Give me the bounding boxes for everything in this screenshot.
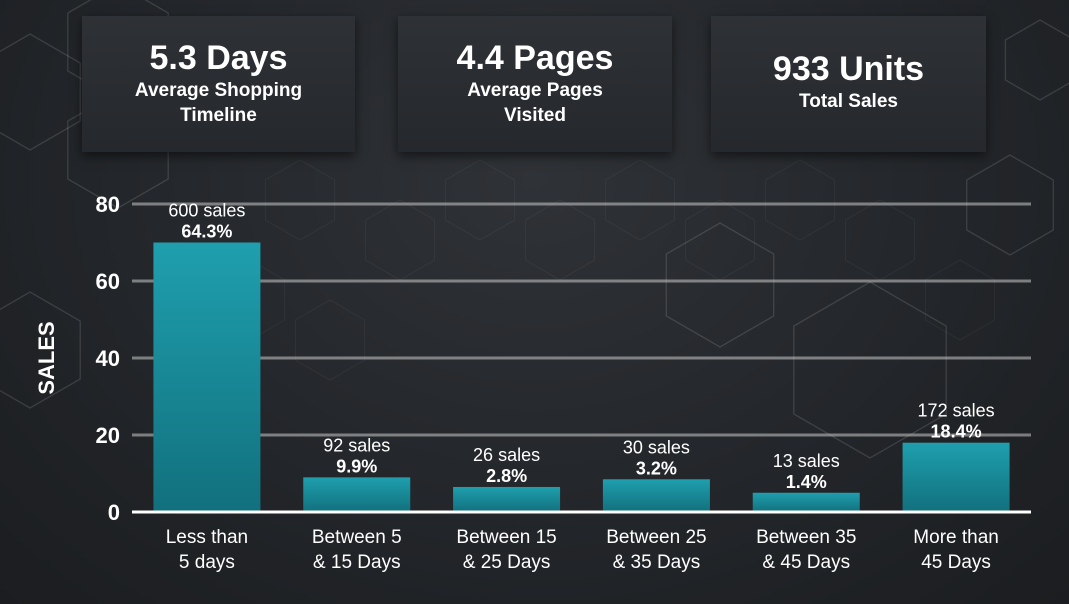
kpi-label: Average Pages Visited	[467, 80, 603, 126]
bar-percent-label: 2.8%	[486, 466, 527, 486]
bar-sales-label: 172 sales	[918, 401, 995, 421]
y-tick-label: 80	[96, 192, 120, 217]
kpi-label: Average Shopping Timeline	[134, 80, 303, 126]
bar-percent-label: 18.4%	[931, 422, 982, 442]
kpi-label: Total Sales	[799, 91, 898, 112]
bar-sales-label: 30 sales	[623, 437, 690, 457]
x-tick-label: & 15 Days	[313, 552, 401, 573]
kpi-value: 5.3 Days	[149, 39, 288, 77]
bar-sales-label: 13 sales	[773, 451, 840, 471]
hexagon-decoration	[604, 159, 676, 241]
x-tick-label: & 25 Days	[463, 552, 551, 573]
hexagon-decoration	[793, 281, 947, 459]
x-tick-label: Less than	[166, 527, 248, 548]
bar	[303, 477, 411, 512]
hexagon-decoration	[0, 291, 81, 409]
x-tick-label: 45 Days	[921, 552, 991, 573]
kpi-card-total-sales: 933 Units Total Sales	[711, 16, 986, 152]
y-axis-title: SALES	[34, 321, 59, 394]
y-tick-label: 60	[96, 269, 120, 294]
y-tick-label: 20	[96, 423, 120, 448]
bar	[602, 479, 710, 512]
bar-sales-label: 26 sales	[473, 445, 540, 465]
bar-percent-label: 64.3%	[181, 222, 232, 242]
x-tick-label: More than	[913, 527, 999, 548]
bar	[752, 492, 860, 512]
bar-percent-label: 9.9%	[336, 456, 377, 476]
x-tick-label: Between 5	[312, 527, 402, 548]
hexagon-decoration	[665, 222, 775, 348]
kpi-card-pages-visited: 4.4 Pages Average Pages Visited	[398, 16, 672, 152]
x-tick-label: Between 25	[606, 527, 706, 548]
hexagon-decoration	[1004, 19, 1069, 101]
hexagon-decoration	[294, 299, 366, 381]
x-tick-label: 5 days	[179, 552, 235, 573]
kpi-card-shopping-timeline: 5.3 Days Average Shopping Timeline	[82, 16, 355, 152]
x-tick-label: & 45 Days	[762, 552, 850, 573]
hexagon-decoration	[264, 159, 336, 241]
x-tick-label: Between 15	[456, 527, 556, 548]
hexagon-decoration	[966, 154, 1054, 256]
y-tick-label: 40	[96, 346, 120, 371]
bar-percent-label: 3.2%	[636, 458, 677, 478]
x-tick-label: & 35 Days	[613, 552, 701, 573]
x-tick-label: Between 35	[756, 527, 856, 548]
hexagon-decoration	[444, 159, 516, 241]
bar-percent-label: 1.4%	[786, 472, 827, 492]
bar	[153, 242, 261, 512]
bar	[453, 486, 561, 512]
y-tick-label: 0	[108, 500, 120, 525]
hexagon-decoration	[0, 33, 81, 151]
bar-sales-label: 600 sales	[168, 201, 245, 221]
kpi-value: 933 Units	[772, 50, 925, 88]
kpi-value: 4.4 Pages	[456, 39, 614, 77]
hexagon-decoration	[764, 159, 836, 241]
bar	[902, 442, 1010, 512]
bar-sales-label: 92 sales	[323, 435, 390, 455]
